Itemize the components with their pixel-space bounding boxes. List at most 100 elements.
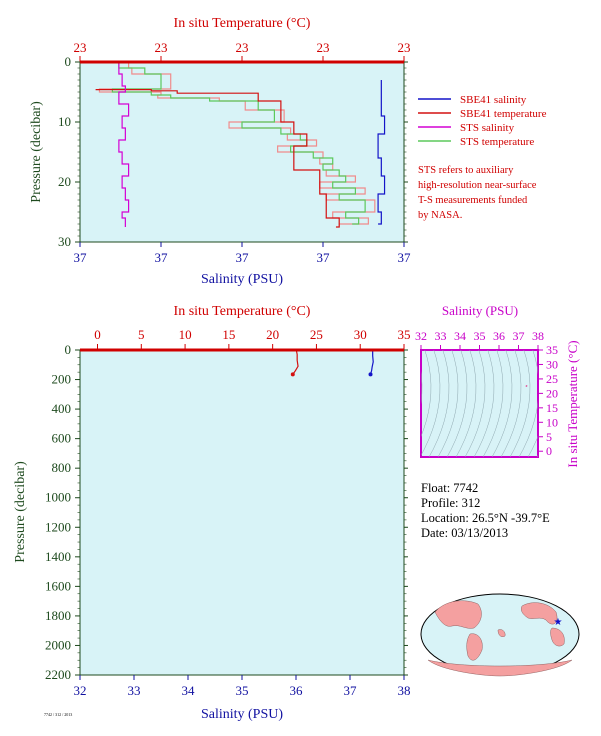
ts-density-contour bbox=[500, 350, 522, 457]
panel2-bottom-tick-label: 32 bbox=[74, 683, 87, 698]
panel1-y-ticks: 0 10 20 30 bbox=[58, 54, 408, 249]
panel2-series-end-marker bbox=[368, 372, 373, 377]
panel2-top-tick-label: 30 bbox=[354, 327, 367, 342]
legend: SBE41 salinity SBE41 temperature STS sal… bbox=[418, 94, 547, 221]
panel1-y-tick-label: 10 bbox=[58, 114, 71, 129]
ts-top-axis-title: Salinity (PSU) bbox=[442, 303, 518, 318]
legend-note-line-1: STS refers to auxiliary bbox=[418, 165, 514, 176]
panel1-y-tick-label: 0 bbox=[65, 54, 72, 69]
panel-full-profile: 0 5 10 15 20 25 30 35 32 33 34 35 36 37 38 0 200 400 600… bbox=[13, 304, 411, 722]
series-sts-salinity bbox=[118, 62, 130, 227]
panel2-top-ticks: 0 5 10 15 20 25 30 35 bbox=[94, 327, 411, 350]
panel2-top-axis-title: In situ Temperature (°C) bbox=[174, 304, 311, 319]
panel1-top-tick-label: 23 bbox=[236, 40, 249, 55]
panel1-series bbox=[95, 62, 386, 228]
panel2-y-ticks: 0 200 400 600 800 1000 1200 1400 1600 1800 2000 220… bbox=[45, 342, 408, 682]
ts-right-tick-label: 15 bbox=[546, 401, 558, 415]
panel2-y-tick-label: 2000 bbox=[45, 637, 71, 652]
ts-top-tick-label: 37 bbox=[513, 329, 525, 343]
panel1-bottom-ticks: 37 37 37 37 37 bbox=[74, 242, 411, 265]
panel2-series bbox=[290, 349, 374, 377]
panel1-top-tick-label: 23 bbox=[317, 40, 330, 55]
ts-top-ticks: 32 33 34 35 36 37 38 bbox=[415, 329, 544, 350]
panel1-y-tick-label: 30 bbox=[58, 234, 71, 249]
panel2-y-tick-label: 1200 bbox=[45, 519, 71, 534]
panel2-bottom-axis-title: Salinity (PSU) bbox=[201, 707, 283, 722]
panel2-y-tick-label: 1000 bbox=[45, 490, 71, 505]
info-date: Date: 03/13/2013 bbox=[421, 526, 508, 540]
panel2-y-axis-title: Pressure (decibar) bbox=[13, 461, 28, 563]
panel2-y-tick-label: 200 bbox=[52, 372, 72, 387]
ts-density-contour bbox=[446, 350, 468, 457]
float-info: Float: 7742 Profile: 312 Location: 26.5°… bbox=[421, 481, 550, 540]
ts-density-contour bbox=[421, 350, 432, 437]
panel2-bottom-tick-label: 35 bbox=[236, 683, 249, 698]
ts-top-tick-label: 36 bbox=[493, 329, 505, 343]
ts-density-contour bbox=[428, 350, 450, 457]
panel1-bottom-axis-title: Salinity (PSU) bbox=[201, 272, 283, 287]
ts-density-contour bbox=[482, 350, 504, 457]
panel1-bottom-tick-label: 37 bbox=[236, 250, 250, 265]
panel1-y-axis-title: Pressure (decibar) bbox=[29, 101, 44, 203]
panel2-y-tick-label: 0 bbox=[65, 342, 72, 357]
panel2-series-sbe41-temperature bbox=[292, 349, 299, 375]
series-sbe41-salinity bbox=[377, 80, 386, 225]
ts-right-tick-label: 5 bbox=[546, 430, 552, 444]
panel2-y-tick-label: 600 bbox=[52, 431, 72, 446]
panel2-bottom-tick-label: 38 bbox=[398, 683, 411, 698]
ts-right-tick-label: 10 bbox=[546, 415, 558, 429]
map-continents bbox=[427, 600, 573, 677]
ts-top-tick-label: 33 bbox=[435, 329, 447, 343]
panel1-top-tick-label: 23 bbox=[398, 40, 411, 55]
ts-top-tick-label: 34 bbox=[454, 329, 466, 343]
panel-near-surface: 23 23 23 23 23 37 37 37 37 37 0 10 20 30 In situ Te… bbox=[29, 16, 411, 287]
panel2-top-tick-label: 0 bbox=[94, 327, 101, 342]
legend-label-sts-salinity: STS salinity bbox=[460, 122, 515, 134]
panel1-top-axis-title: In situ Temperature (°C) bbox=[174, 16, 311, 31]
ts-density-contour bbox=[509, 350, 531, 457]
ts-density-contour bbox=[518, 350, 538, 457]
panel2-series-sbe41-salinity bbox=[369, 350, 374, 375]
panel1-top-ticks: 23 23 23 23 23 bbox=[74, 40, 411, 62]
panel2-bottom-tick-label: 34 bbox=[182, 683, 196, 698]
ts-density-contours bbox=[421, 350, 538, 457]
footer-id: 7742 / 312 / 2013 bbox=[44, 712, 72, 717]
panel2-y-tick-label: 800 bbox=[52, 460, 72, 475]
ts-density-contour bbox=[421, 350, 441, 456]
panel2-top-tick-label: 10 bbox=[179, 327, 192, 342]
panel2-plot-area bbox=[79, 349, 405, 676]
legend-label-sbe41-temperature: SBE41 temperature bbox=[460, 108, 547, 120]
legend-note-line-3: T-S measurements funded bbox=[418, 195, 528, 206]
ts-density-contour bbox=[473, 350, 495, 457]
panel2-top-tick-label: 35 bbox=[398, 327, 411, 342]
ts-right-tick-label: 25 bbox=[546, 372, 558, 386]
panel1-bottom-tick-label: 37 bbox=[74, 250, 88, 265]
ts-density-contour bbox=[464, 350, 486, 457]
ts-top-tick-label: 32 bbox=[415, 329, 427, 343]
panel1-top-tick-label: 23 bbox=[155, 40, 168, 55]
ts-plot-area bbox=[420, 349, 539, 458]
legend-note-line-4: by NASA. bbox=[418, 210, 462, 221]
panel2-bottom-tick-label: 33 bbox=[128, 683, 141, 698]
series-sbe41-temperature bbox=[95, 89, 340, 228]
panel1-bottom-tick-label: 37 bbox=[155, 250, 169, 265]
ts-top-tick-label: 35 bbox=[474, 329, 486, 343]
panel2-top-tick-label: 5 bbox=[138, 327, 145, 342]
ts-right-tick-label: 30 bbox=[546, 357, 558, 371]
ts-density-contour bbox=[437, 350, 459, 457]
ts-right-axis-title: In situ Temperature (°C) bbox=[565, 340, 580, 467]
ts-top-tick-label: 38 bbox=[532, 329, 544, 343]
panel1-top-tick-label: 23 bbox=[74, 40, 87, 55]
panel2-y-tick-label: 2200 bbox=[45, 667, 71, 682]
panel2-bottom-tick-label: 37 bbox=[344, 683, 358, 698]
world-map: ★ bbox=[420, 593, 580, 677]
float-location-star: ★ bbox=[554, 617, 563, 628]
panel2-series-end-marker bbox=[290, 372, 295, 377]
ts-right-tick-label: 0 bbox=[546, 444, 552, 458]
ts-right-tick-label: 35 bbox=[546, 343, 558, 357]
legend-note-line-2: high-resolution near-surface bbox=[418, 180, 537, 191]
ts-density-contour bbox=[491, 350, 513, 457]
